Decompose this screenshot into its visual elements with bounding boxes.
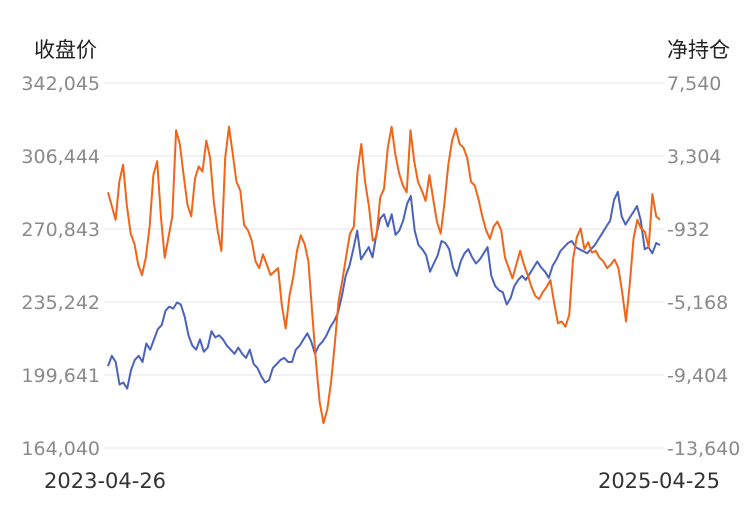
right-axis-title: 净持仓 [667, 38, 730, 62]
right-tick-label: -932 [667, 219, 710, 241]
x-end-date: 2025-04-25 [598, 469, 720, 493]
left-tick-label: 342,045 [21, 73, 100, 95]
left-tick-label: 164,040 [21, 438, 100, 460]
right-axis-ticks: 7,540 3,304 -932 -5,168 -9,404 -13,640 [667, 73, 740, 460]
net-position-line [107, 125, 661, 425]
left-axis-ticks: 342,045 306,444 270,843 235,242 199,641 164,0… [21, 73, 100, 460]
left-axis-title: 收盘价 [34, 38, 97, 62]
right-tick-label: 3,304 [667, 146, 721, 168]
left-tick-label: 306,444 [21, 146, 100, 168]
right-tick-label: -13,640 [667, 438, 740, 460]
close-price-line [107, 190, 661, 390]
left-tick-label: 270,843 [21, 219, 100, 241]
right-tick-label: -5,168 [667, 292, 728, 314]
left-tick-label: 235,242 [21, 292, 100, 314]
left-tick-label: 199,641 [21, 365, 100, 387]
right-tick-label: 7,540 [667, 73, 721, 95]
x-start-date: 2023-04-26 [44, 469, 166, 493]
series-lines [107, 125, 661, 425]
gridlines [104, 82, 664, 449]
right-tick-label: -9,404 [667, 365, 728, 387]
